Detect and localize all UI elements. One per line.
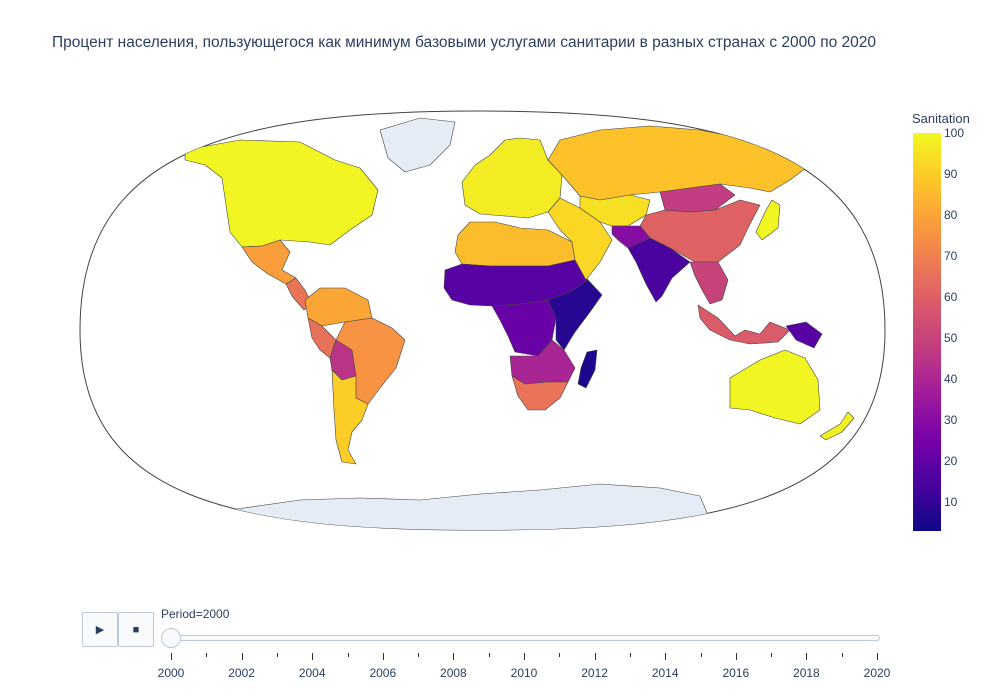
slider-tick [877, 653, 878, 660]
colorbar-title: Sanitation [912, 111, 970, 126]
region-pakistan[interactable] [611, 225, 651, 249]
slider-tick [347, 653, 349, 657]
colorbar-tick-label: 20 [944, 454, 958, 469]
slider-tick [241, 653, 243, 660]
region-india[interactable] [627, 237, 691, 303]
region-madagascar[interactable] [577, 349, 598, 389]
colorbar-tick-label: 100 [944, 126, 965, 140]
region-central-asia[interactable] [579, 194, 651, 227]
region-russia[interactable] [547, 125, 811, 201]
slider-tick-label: 2000 [157, 666, 185, 680]
slider-tick [771, 653, 773, 657]
region-papua-new-guinea[interactable] [785, 321, 823, 349]
colorbar-tick-label: 60 [944, 290, 958, 305]
colorbar-tick-label: 10 [944, 495, 958, 510]
play-button[interactable]: ▶ [82, 612, 118, 647]
slider-tick [559, 653, 561, 657]
slider-tick [841, 653, 843, 657]
slider-tick-label: 2002 [228, 666, 255, 680]
slider-tick [312, 653, 314, 660]
slider-tick [665, 653, 667, 660]
colorbar-tick-label: 70 [944, 249, 958, 264]
slider-tick [382, 653, 384, 660]
stop-button[interactable]: ■ [118, 612, 154, 647]
colorbar-tick-label: 40 [944, 372, 958, 387]
slider-tick-label: 2008 [440, 666, 467, 680]
slider-tick [171, 653, 172, 660]
colorbar [913, 133, 941, 531]
region-southeast-asia[interactable] [689, 261, 729, 305]
region-greenland[interactable] [379, 117, 456, 173]
play-icon: ▶ [95, 624, 105, 636]
slider-tick [453, 653, 455, 660]
region-mexico[interactable] [241, 239, 297, 285]
slider-tick-label: 2018 [793, 666, 820, 680]
colorbar-tick-label: 80 [944, 208, 958, 223]
slider-tick [594, 653, 596, 660]
slider-tick [629, 653, 631, 657]
region-east-africa[interactable] [547, 279, 603, 351]
slider-tick [488, 653, 490, 657]
slider-tick [206, 653, 208, 657]
slider-tick [700, 653, 702, 657]
slider-tick-label: 2006 [369, 666, 397, 680]
slider-tick-label: 2014 [651, 666, 679, 680]
slider-tick-label: 2020 [863, 666, 891, 680]
region-north-america[interactable] [184, 139, 379, 248]
region-new-zealand[interactable] [819, 411, 855, 441]
colorbar-tick-label: 90 [944, 167, 958, 182]
region-mongolia[interactable] [659, 183, 736, 213]
region-australia[interactable] [729, 349, 821, 425]
stop-icon: ■ [132, 623, 140, 636]
slider-tick [806, 653, 808, 660]
slider-current-value: Period=2000 [161, 607, 230, 621]
slider-tick [418, 653, 420, 657]
region-middle-east[interactable] [547, 197, 613, 281]
region-antarctica[interactable] [229, 483, 711, 532]
slider-tick-label: 2012 [581, 666, 608, 680]
region-southern-cone[interactable] [331, 369, 369, 465]
colorbar-tick-label: 30 [944, 413, 958, 428]
slider-tick-label: 2004 [298, 666, 326, 680]
region-south-africa[interactable] [511, 375, 569, 411]
slider-tick [524, 653, 525, 660]
slider-tick-label: 2016 [722, 666, 750, 680]
region-japan[interactable] [755, 199, 781, 241]
chart-title: Процент населения, пользующегося как мин… [52, 34, 877, 51]
slider-grip[interactable] [161, 628, 181, 648]
slider-tick-label: 2010 [510, 666, 538, 680]
colorbar-tick-label: 50 [944, 331, 958, 346]
slider-rail[interactable] [162, 635, 880, 641]
slider-tick [735, 653, 737, 660]
slider-tick [276, 653, 278, 657]
